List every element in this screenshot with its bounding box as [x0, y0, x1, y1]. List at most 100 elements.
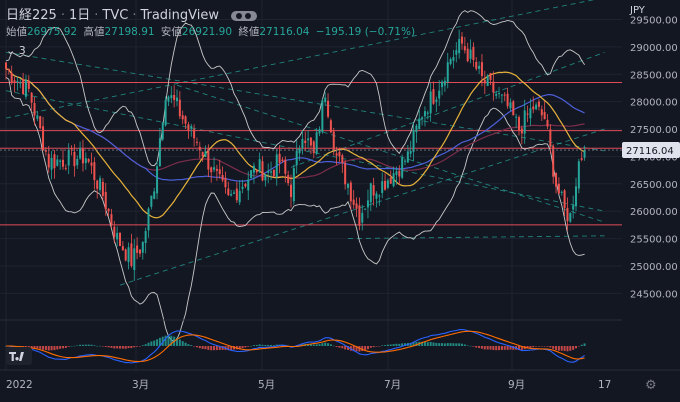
candle [79, 147, 82, 159]
macd-histogram-bar [315, 344, 318, 346]
candle [278, 153, 281, 163]
candle [369, 183, 372, 203]
macd-histogram-bar [312, 344, 315, 346]
candle [381, 181, 384, 194]
symbol-name[interactable]: 日経225 [6, 8, 57, 23]
macd-histogram-bar [329, 344, 332, 346]
macd-histogram-bar [352, 346, 355, 352]
macd-histogram-bar [520, 346, 523, 351]
bollinger-bands [5, 10, 585, 342]
gear-icon[interactable]: ⚙ [645, 378, 657, 393]
brand-label: TradingView [140, 8, 219, 23]
macd-histogram-bar [495, 346, 498, 351]
macd-histogram-bar [270, 344, 273, 346]
macd-histogram-bar [207, 346, 210, 350]
macd-histogram-bar [503, 346, 506, 350]
macd-histogram-bar [93, 345, 96, 346]
interval-label[interactable]: 1日 [68, 8, 91, 23]
candle [537, 101, 540, 107]
macd-histogram-bar [33, 346, 36, 349]
macd-histogram-bar [321, 343, 324, 346]
candle [469, 49, 472, 59]
indicator-toggle[interactable]: ⌄ 3 [6, 44, 26, 57]
candle [518, 117, 520, 131]
macd-histogram-bar [59, 346, 62, 349]
candle [215, 168, 218, 171]
macd-histogram-bar [272, 345, 275, 346]
open-value: 26975.92 [27, 26, 78, 38]
macd-histogram-bar [36, 346, 39, 349]
macd-histogram-bar [210, 346, 213, 351]
candle [415, 125, 418, 133]
candle [90, 162, 93, 166]
macd-histogram-bar [167, 335, 170, 346]
toggle-icon[interactable] [231, 10, 258, 21]
candle [42, 126, 45, 151]
tradingview-logo[interactable] [6, 346, 32, 366]
macd-histogram-bar [107, 346, 110, 348]
candle [158, 138, 161, 167]
candle [421, 117, 424, 120]
macd-histogram-bar [87, 344, 90, 346]
candle [412, 129, 415, 152]
macd-histogram-bar [475, 346, 478, 348]
candle [272, 169, 275, 176]
candle [540, 109, 543, 116]
candle [520, 128, 523, 134]
macd-histogram-bar [156, 339, 159, 346]
macd-histogram-bar [569, 346, 572, 351]
trend-line [176, 84, 605, 223]
candle [438, 90, 441, 99]
candle [281, 159, 284, 161]
macd-histogram-bar [438, 343, 441, 346]
candle [247, 179, 250, 191]
candle [164, 100, 167, 126]
currency-label[interactable]: JPY [630, 5, 645, 16]
macd-histogram-bar [452, 343, 455, 346]
macd-histogram-bar [577, 346, 580, 347]
macd-histogram-bar [575, 346, 577, 349]
macd-histogram-bar [318, 344, 321, 346]
macd-histogram-bar [76, 345, 79, 346]
candle [523, 110, 526, 134]
trend-line [5, 51, 605, 152]
candle [458, 39, 461, 54]
candle [503, 94, 506, 96]
candle [435, 99, 438, 102]
band-lower [5, 76, 585, 342]
macd-histogram-bar [369, 346, 372, 348]
macd-histogram-bar [110, 346, 113, 348]
macd-histogram-bar [344, 346, 347, 350]
candles [5, 29, 586, 281]
candle [529, 108, 532, 119]
signal-line [6, 330, 585, 363]
macd-histogram-bar [104, 346, 107, 347]
macd-histogram-bar [389, 344, 392, 346]
price-axis: 24500.00 25000.00 25500.00 26000.00 26500.00… [0, 15, 680, 301]
macd-histogram-bar [50, 346, 53, 351]
trend-line [347, 235, 605, 240]
macd-histogram-bar [127, 346, 130, 349]
macd-histogram-bar [176, 337, 178, 346]
macd-histogram-bar [309, 344, 312, 346]
macd-histogram-bar [258, 344, 261, 346]
macd-histogram-bar [187, 344, 190, 346]
candle [73, 151, 76, 167]
macd-histogram-bar [449, 343, 452, 346]
price-tick-label: 25500.00 [630, 235, 678, 246]
macd-histogram-bar [241, 346, 244, 349]
macd-histogram-bar [267, 344, 270, 346]
macd-histogram-bar [381, 345, 384, 346]
macd-histogram-bar [386, 344, 389, 346]
macd-histogram-bar [133, 346, 136, 348]
price-tick-label: 29500.00 [630, 15, 678, 26]
macd-histogram-bar [557, 346, 560, 351]
macd-histogram-bar [250, 345, 253, 347]
candle [355, 203, 358, 209]
macd-histogram-bar [47, 346, 50, 351]
macd-histogram-bar [412, 342, 415, 346]
candle [238, 190, 241, 203]
candle [173, 94, 176, 100]
high-value: 27198.91 [104, 26, 155, 38]
